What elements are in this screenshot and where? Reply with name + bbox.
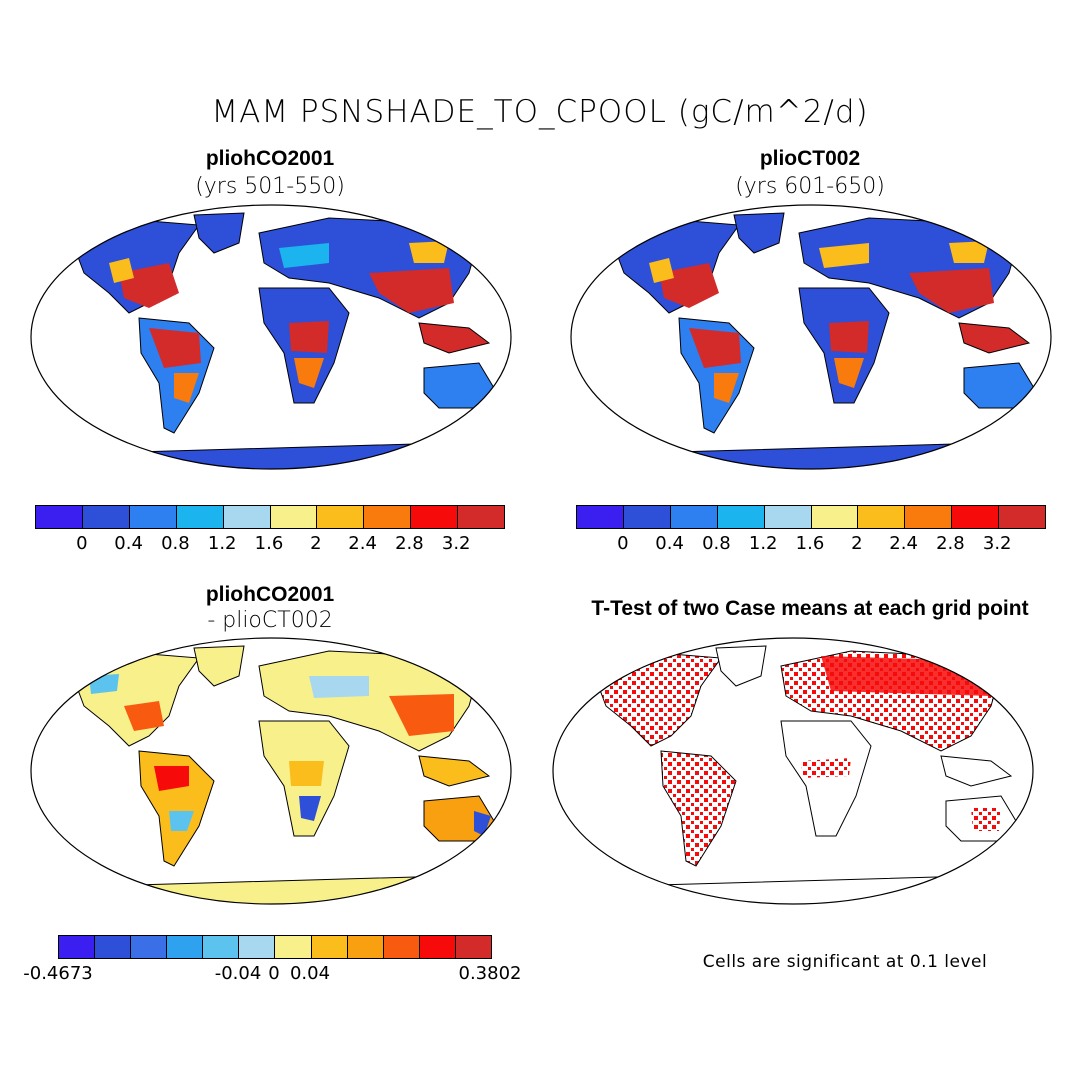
- figure-title: MAM PSNSHADE_TO_CPOOL (gC/m^2/d): [211, 94, 869, 130]
- colorbar-box: [131, 936, 168, 958]
- colorbar-label: 0.8: [702, 533, 731, 554]
- colorbar-box: [317, 506, 365, 528]
- colorbar-label: -0.04: [214, 963, 262, 984]
- colorbar-label: 1.2: [748, 533, 778, 554]
- panel2-land: [588, 212, 1041, 469]
- colorbar-box: [239, 936, 276, 958]
- colorbar-box: [347, 936, 384, 958]
- panel3-land: [48, 645, 501, 904]
- colorbar-label: 2.4: [889, 533, 918, 554]
- colorbar-label: 2.4: [348, 533, 377, 554]
- panel3-subtitle: - plioCT002: [207, 608, 333, 633]
- panel1-subtitle: (yrs 501-550): [195, 174, 345, 199]
- colorbar-box: [270, 506, 318, 528]
- colorbar-label: 3.2: [982, 533, 1012, 554]
- panel2-colorbar-labels: 0 0.4 0.8 1.2 1.6 2 2.4 2.8 3.2: [576, 533, 1044, 557]
- panel4-map: [552, 637, 1034, 905]
- colorbar-label: 0.4: [114, 533, 143, 554]
- panel1-title: pliohCO2001: [205, 147, 335, 170]
- panel4-land: [570, 645, 1023, 904]
- colorbar-box: [411, 506, 459, 528]
- colorbar-box: [952, 506, 1000, 528]
- colorbar-label: 0.4: [655, 533, 684, 554]
- panel2-title: plioCT002: [759, 147, 861, 170]
- colorbar-label: -0.4673: [23, 963, 93, 984]
- colorbar-label: 1.2: [207, 533, 237, 554]
- panel3-title: pliohCO2001: [205, 583, 335, 606]
- colorbar-box: [95, 936, 132, 958]
- colorbar-label: 2: [310, 533, 322, 554]
- panel4-note: Cells are significant at 0.1 level: [702, 952, 988, 972]
- panel2-subtitle: (yrs 601-650): [735, 174, 885, 199]
- panel3-colorbar: [58, 935, 492, 959]
- colorbar-box: [36, 506, 83, 528]
- colorbar-box: [670, 506, 718, 528]
- colorbar-box: [383, 936, 420, 958]
- colorbar-box: [176, 506, 224, 528]
- colorbar-box: [458, 506, 505, 528]
- colorbar-box: [623, 506, 671, 528]
- colorbar-box: [717, 506, 765, 528]
- colorbar-box: [811, 506, 859, 528]
- colorbar-label: 2: [851, 533, 863, 554]
- colorbar-label: 1.6: [254, 533, 284, 554]
- colorbar-box: [82, 506, 130, 528]
- colorbar-label: 2.8: [936, 533, 965, 554]
- colorbar-box: [311, 936, 348, 958]
- panel3-colorbar-labels: -0.4673 -0.04 0 0.04 0.3802: [23, 963, 521, 987]
- colorbar-label: 1.6: [795, 533, 825, 554]
- colorbar-label: 3.2: [441, 533, 471, 554]
- panel1-map: [30, 204, 512, 470]
- colorbar-label: 0: [617, 533, 629, 554]
- colorbar-box: [419, 936, 456, 958]
- panel4-title: T-Test of two Case means at each grid po…: [591, 597, 1029, 620]
- panel2-colorbar: [576, 505, 1046, 529]
- colorbar-box: [203, 936, 240, 958]
- colorbar-box: [858, 506, 906, 528]
- colorbar-box: [905, 506, 953, 528]
- panel1-land: [48, 212, 501, 469]
- colorbar-box: [275, 936, 312, 958]
- colorbar-box: [167, 936, 204, 958]
- colorbar-box: [455, 936, 491, 958]
- colorbar-box: [999, 506, 1046, 528]
- colorbar-label: 0: [76, 533, 88, 554]
- colorbar-box: [764, 506, 812, 528]
- panel1-colorbar: [35, 505, 505, 529]
- colorbar-box: [59, 936, 96, 958]
- panel3-map: [30, 637, 512, 905]
- colorbar-label: 0: [268, 963, 280, 984]
- colorbar-label: 0.8: [161, 533, 190, 554]
- colorbar-box: [577, 506, 624, 528]
- colorbar-box: [223, 506, 271, 528]
- colorbar-label: 0.3802: [458, 963, 522, 984]
- panel1-colorbar-labels: 0 0.4 0.8 1.2 1.6 2 2.4 2.8 3.2: [35, 533, 503, 557]
- colorbar-box: [129, 506, 177, 528]
- colorbar-label: 0.04: [289, 963, 331, 984]
- colorbar-box: [364, 506, 412, 528]
- panel2-map: [570, 204, 1052, 470]
- colorbar-label: 2.8: [395, 533, 424, 554]
